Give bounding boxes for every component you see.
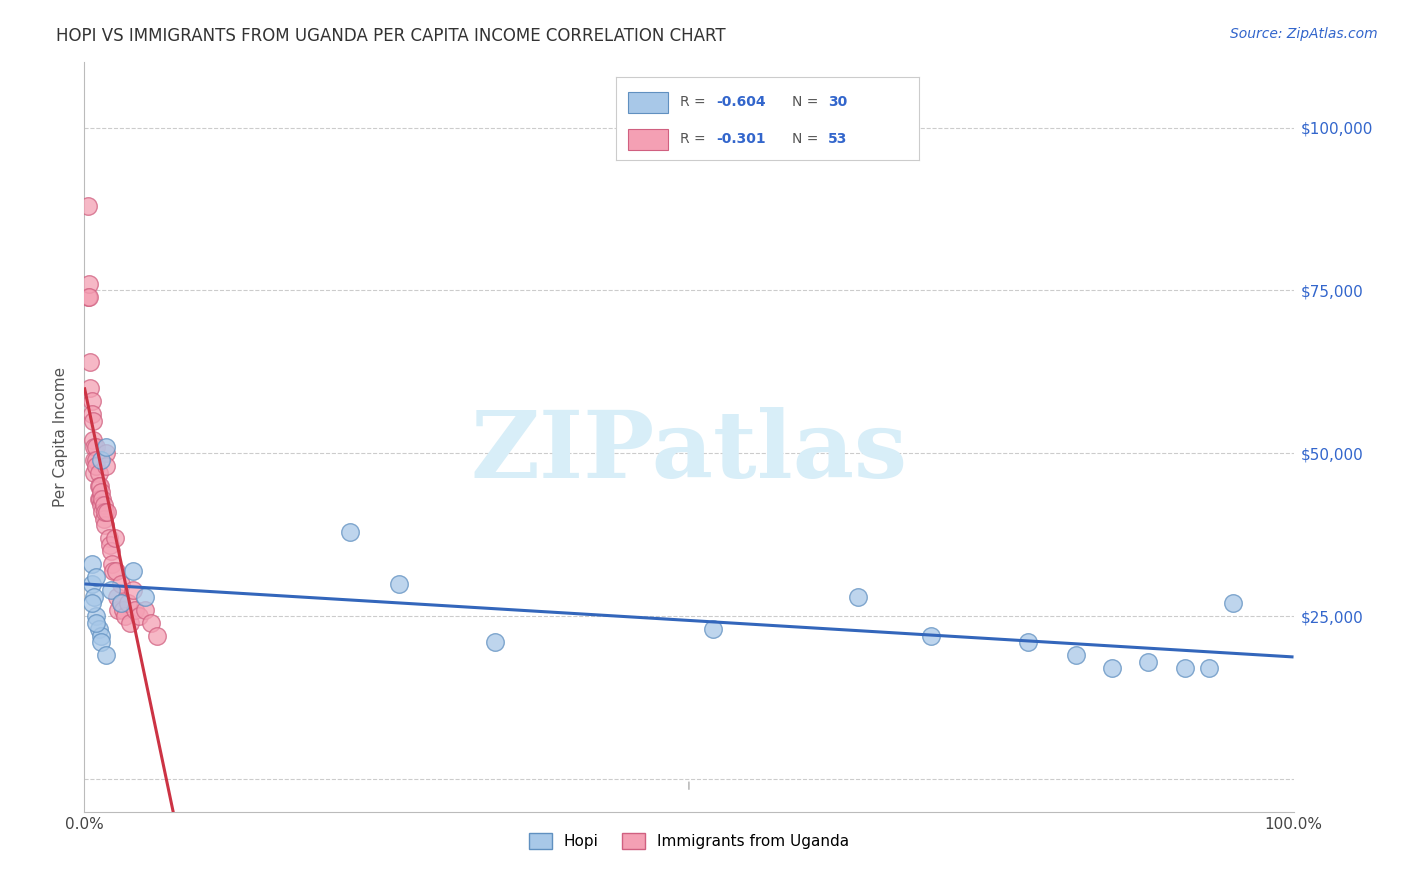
- Point: [87, 622, 110, 636]
- Point: [86, 609, 108, 624]
- Point: [120, 615, 142, 630]
- Legend: Hopi, Immigrants from Uganda: Hopi, Immigrants from Uganda: [522, 825, 856, 856]
- Point: [117, 596, 139, 610]
- Point: [77, 277, 100, 291]
- Point: [146, 629, 169, 643]
- Point: [1017, 635, 1039, 649]
- Point: [114, 609, 136, 624]
- Point: [93, 499, 115, 513]
- Point: [1198, 661, 1220, 675]
- Point: [91, 491, 114, 506]
- Point: [80, 394, 103, 409]
- Point: [128, 609, 150, 624]
- Point: [86, 459, 108, 474]
- Point: [388, 576, 411, 591]
- Point: [89, 491, 111, 506]
- Point: [94, 648, 117, 663]
- Point: [100, 583, 122, 598]
- Point: [846, 590, 869, 604]
- Text: Source: ZipAtlas.com: Source: ZipAtlas.com: [1230, 27, 1378, 41]
- Point: [484, 635, 506, 649]
- Point: [82, 414, 104, 428]
- Text: HOPI VS IMMIGRANTS FROM UGANDA PER CAPITA INCOME CORRELATION CHART: HOPI VS IMMIGRANTS FROM UGANDA PER CAPIT…: [56, 27, 725, 45]
- Point: [83, 466, 105, 480]
- Point: [96, 505, 118, 519]
- Point: [83, 453, 105, 467]
- Point: [87, 466, 110, 480]
- Point: [134, 603, 156, 617]
- Point: [83, 590, 105, 604]
- Point: [94, 440, 117, 454]
- Point: [101, 557, 124, 571]
- Point: [1101, 661, 1123, 675]
- Point: [920, 629, 942, 643]
- Text: ZIPatlas: ZIPatlas: [471, 407, 907, 497]
- Point: [94, 459, 117, 474]
- Point: [79, 381, 101, 395]
- Point: [77, 290, 100, 304]
- Point: [90, 635, 112, 649]
- Point: [1137, 655, 1160, 669]
- Point: [110, 576, 132, 591]
- Point: [702, 622, 724, 636]
- Point: [86, 440, 108, 454]
- Point: [98, 538, 121, 552]
- Point: [100, 544, 122, 558]
- Point: [112, 603, 135, 617]
- Point: [82, 434, 104, 448]
- Point: [103, 564, 125, 578]
- Point: [90, 485, 112, 500]
- Point: [104, 564, 127, 578]
- Point: [86, 615, 108, 630]
- Point: [105, 590, 128, 604]
- Point: [104, 531, 127, 545]
- Point: [1064, 648, 1087, 663]
- Point: [89, 479, 111, 493]
- Point: [1174, 661, 1197, 675]
- Point: [139, 615, 162, 630]
- Point: [94, 446, 117, 460]
- Point: [77, 290, 100, 304]
- Point: [80, 407, 103, 421]
- Point: [90, 453, 112, 467]
- Point: [94, 505, 117, 519]
- Point: [86, 453, 108, 467]
- Point: [80, 596, 103, 610]
- Point: [93, 511, 115, 525]
- Point: [77, 199, 100, 213]
- Point: [91, 505, 114, 519]
- Point: [134, 590, 156, 604]
- Point: [80, 557, 103, 571]
- Point: [110, 596, 132, 610]
- Point: [97, 531, 120, 545]
- Point: [79, 355, 101, 369]
- Point: [86, 570, 108, 584]
- Point: [87, 479, 110, 493]
- Point: [339, 524, 361, 539]
- Point: [121, 583, 143, 598]
- Point: [87, 491, 110, 506]
- Point: [80, 576, 103, 591]
- Point: [83, 440, 105, 454]
- Point: [107, 603, 129, 617]
- Point: [90, 499, 112, 513]
- Point: [90, 629, 112, 643]
- Point: [94, 518, 117, 533]
- Y-axis label: Per Capita Income: Per Capita Income: [53, 367, 69, 508]
- Point: [1222, 596, 1244, 610]
- Point: [121, 564, 143, 578]
- Point: [110, 596, 132, 610]
- Point: [124, 603, 146, 617]
